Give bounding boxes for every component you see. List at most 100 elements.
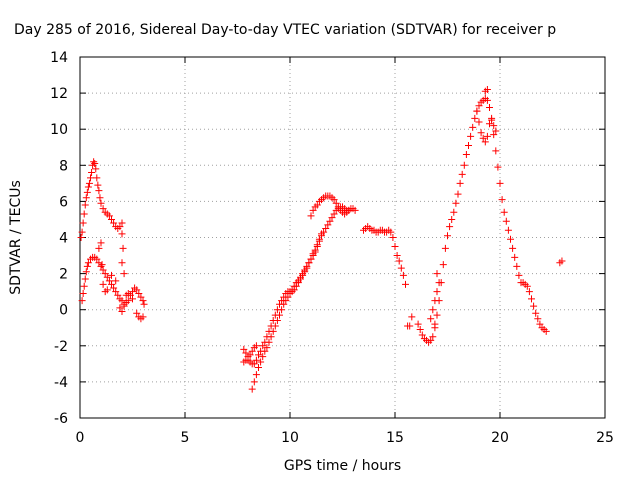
data-point (313, 201, 321, 209)
data-point (85, 179, 93, 187)
data-point (479, 134, 487, 142)
data-point (103, 273, 111, 281)
data-point (462, 150, 470, 158)
data-point (326, 217, 334, 225)
data-point (439, 261, 447, 269)
data-point (324, 221, 332, 229)
data-point (116, 223, 124, 231)
data-point (97, 199, 105, 207)
data-point (114, 291, 122, 299)
data-point (133, 286, 141, 294)
data-point (240, 345, 248, 353)
data-point (280, 300, 288, 308)
data-point (309, 252, 317, 260)
data-point (450, 208, 458, 216)
data-point (532, 309, 540, 317)
data-point (91, 159, 99, 167)
data-point (250, 378, 258, 386)
data-point (83, 188, 91, 196)
data-point (119, 244, 127, 252)
data-point (433, 311, 441, 319)
data-point (313, 243, 321, 251)
data-point (294, 277, 302, 285)
y-tick-label: 2 (59, 267, 68, 283)
data-point (273, 317, 281, 325)
data-point (93, 174, 101, 182)
data-point (483, 96, 491, 104)
data-point (500, 208, 508, 216)
data-point (391, 243, 399, 251)
data-point (496, 179, 504, 187)
x-tick-label: 15 (386, 430, 404, 446)
data-point (269, 327, 277, 335)
data-point (97, 262, 105, 270)
data-point (137, 293, 145, 301)
data-point (79, 219, 87, 227)
data-point (475, 118, 483, 126)
data-point (242, 349, 250, 357)
data-point (305, 259, 313, 267)
data-point (267, 333, 275, 341)
data-point (458, 170, 466, 178)
y-tick-label: -2 (54, 339, 68, 355)
data-point (276, 311, 283, 319)
data-point (284, 293, 292, 301)
data-point (263, 344, 271, 352)
data-point (511, 253, 519, 261)
data-point (286, 289, 294, 297)
data-point (110, 219, 118, 227)
x-tick-label: 20 (491, 430, 509, 446)
x-tick-label: 5 (181, 430, 190, 446)
data-points (77, 85, 566, 393)
data-point (486, 120, 493, 128)
data-point (99, 205, 107, 213)
data-point (95, 259, 103, 267)
data-point (246, 351, 254, 359)
data-point (322, 224, 330, 232)
data-point (301, 266, 309, 274)
data-point (299, 270, 307, 278)
data-point (311, 248, 319, 256)
data-point (494, 163, 502, 171)
data-point (431, 297, 439, 305)
data-point (257, 358, 265, 366)
data-point (387, 228, 395, 236)
data-point (433, 270, 441, 278)
data-point (139, 313, 147, 321)
x-tick-label: 25 (596, 430, 614, 446)
data-point (108, 271, 115, 279)
data-point (402, 280, 409, 288)
data-point (110, 284, 118, 292)
data-point (133, 309, 141, 317)
y-tick-label: 14 (50, 50, 68, 66)
data-point (129, 295, 136, 303)
data-point (252, 342, 260, 350)
data-point (307, 255, 315, 263)
data-point (492, 127, 500, 135)
data-point (315, 237, 323, 245)
data-point (498, 196, 506, 204)
y-tick-label: 10 (50, 122, 68, 138)
data-point (265, 338, 273, 346)
data-point (414, 320, 422, 328)
data-point (271, 322, 279, 330)
data-point (441, 244, 449, 252)
data-point (82, 194, 90, 202)
data-point (536, 320, 544, 328)
data-point (509, 244, 517, 252)
data-point (82, 268, 90, 276)
data-point (288, 286, 296, 294)
data-point (78, 228, 86, 236)
data-point (427, 336, 435, 344)
x-tick-label: 10 (281, 430, 299, 446)
y-tick-label: 12 (50, 86, 68, 102)
data-point (483, 85, 491, 93)
data-point (395, 257, 403, 265)
x-axis-label: GPS time / hours (284, 458, 401, 474)
data-point (105, 277, 113, 285)
data-point (255, 363, 262, 371)
data-point (488, 114, 496, 122)
data-point (105, 212, 113, 220)
y-tick-label: 8 (59, 158, 68, 174)
data-point (351, 206, 359, 214)
